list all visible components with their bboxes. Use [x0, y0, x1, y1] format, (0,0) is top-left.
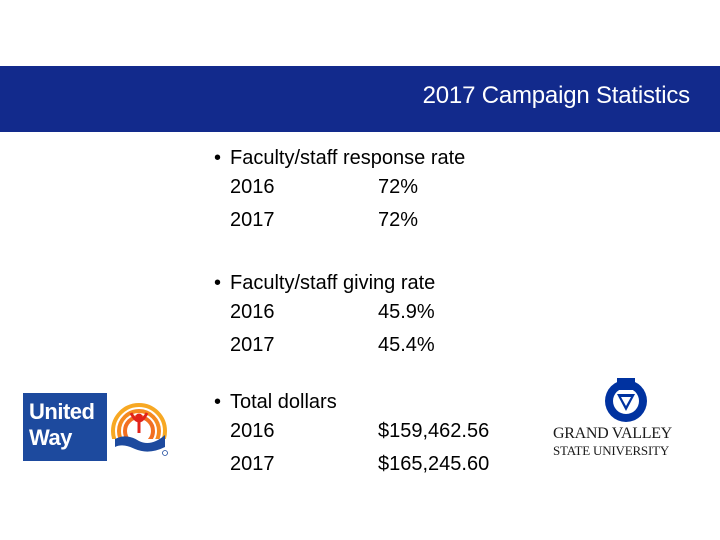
stat-year: 2016	[230, 420, 275, 442]
stat-value: 45.4%	[378, 334, 435, 356]
gvsu-wordmark: GRAND VALLEY STATE UNIVERSITY	[553, 425, 701, 459]
stat-row: 2017 $165,245.60	[214, 448, 534, 481]
stat-value: 72%	[378, 176, 419, 198]
stat-heading-label: Total dollars	[230, 391, 337, 413]
bullet-icon: •	[214, 391, 222, 413]
stat-row: 2016 72%	[214, 171, 534, 204]
stat-year: 2016	[230, 301, 275, 323]
stat-heading: • Faculty/staff giving rate	[214, 271, 534, 296]
title-bar: 2017 Campaign Statistics	[0, 66, 720, 132]
united-way-line2: Way	[29, 425, 72, 450]
stat-value: $159,462.56	[378, 420, 490, 442]
stat-value: 45.9%	[378, 301, 435, 323]
stat-heading: • Total dollars	[214, 390, 534, 415]
stat-heading-label: Faculty/staff response rate	[230, 147, 466, 169]
stat-heading: • Faculty/staff response rate	[214, 146, 534, 171]
stats-content: • Faculty/staff response rate 2016 72% 20…	[214, 146, 534, 515]
stat-block-response-rate: • Faculty/staff response rate 2016 72% 20…	[214, 146, 534, 237]
gvsu-line2: STATE UNIVERSITY	[553, 443, 670, 458]
stat-block-giving-rate: • Faculty/staff giving rate 2016 45.9% 20…	[214, 271, 534, 362]
stat-block-total-dollars: • Total dollars 2016 $159,462.56 2017 $16…	[214, 390, 534, 481]
gvsu-shield-icon	[605, 378, 647, 422]
united-way-wordmark-box: United Way	[23, 393, 107, 461]
stat-value: $165,245.60	[378, 453, 490, 475]
stat-year: 2017	[230, 334, 275, 356]
slide-title: 2017 Campaign Statistics	[422, 82, 691, 109]
stat-value: 72%	[378, 209, 419, 231]
bullet-icon: •	[214, 272, 222, 294]
united-way-wordmark: United Way	[29, 399, 95, 451]
united-way-logo: United Way	[23, 393, 168, 461]
stat-row: 2017 72%	[214, 204, 534, 237]
gvsu-logo: GRAND VALLEY STATE UNIVERSITY	[553, 378, 701, 468]
bullet-icon: •	[214, 147, 222, 169]
stat-row: 2017 45.4%	[214, 329, 534, 362]
united-way-line1: United	[29, 399, 95, 424]
stat-year: 2017	[230, 453, 275, 475]
stat-row: 2016 $159,462.56	[214, 415, 534, 448]
gvsu-line1: GRAND VALLEY	[553, 425, 672, 442]
united-way-emblem-icon	[111, 403, 168, 456]
stat-year: 2016	[230, 176, 275, 198]
stat-year: 2017	[230, 209, 275, 231]
stat-row: 2016 45.9%	[214, 296, 534, 329]
stat-heading-label: Faculty/staff giving rate	[230, 272, 436, 294]
